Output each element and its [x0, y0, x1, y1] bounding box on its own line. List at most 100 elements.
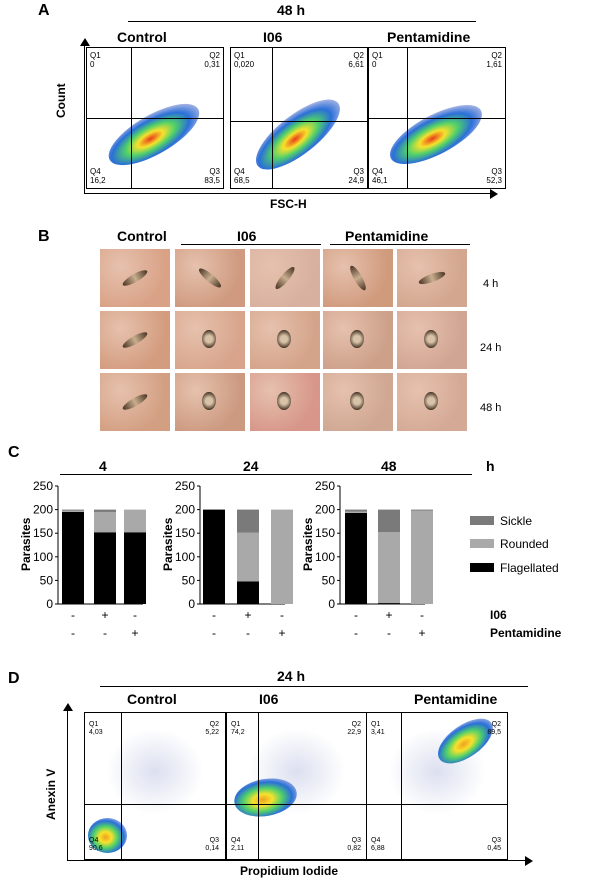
- quadrant-name: Q4: [89, 837, 99, 844]
- quadrant-name: Q3: [353, 167, 364, 176]
- y-tick-label: 250: [175, 479, 195, 493]
- quadrant-q2: Q2 89,5: [487, 721, 501, 737]
- quadrant-name: Q3: [209, 167, 220, 176]
- micrograph-tile: [323, 249, 393, 307]
- y-tick-label: 100: [175, 550, 195, 564]
- quadrant-value: 83,5: [204, 176, 220, 185]
- panel-d-title-pentamidine: Pentamidine: [414, 691, 498, 707]
- quadrant-value: 6,88: [371, 845, 385, 852]
- y-tick-label: 50: [182, 573, 196, 587]
- quadrant-value: 5,22: [205, 729, 219, 736]
- y-tick-label: 50: [40, 573, 54, 587]
- panel-d-x-arrow: [525, 856, 533, 866]
- panel-a-x-axis: [84, 193, 492, 194]
- y-tick-label: 200: [175, 503, 195, 517]
- quadrant-value: 0,31: [204, 60, 220, 69]
- quadrant-q1: Q1 4,03: [89, 721, 103, 737]
- pentamidine-sign: -: [103, 626, 107, 640]
- panel-d-timepoint: 24 h: [277, 668, 306, 684]
- panel-a-x-arrow: [490, 189, 498, 199]
- panel-d-title-control: Control: [127, 691, 177, 707]
- pentamidine-sign: +: [131, 626, 138, 640]
- gate-vline: [271, 48, 273, 188]
- panel-c-h-unit: h: [486, 458, 495, 474]
- quadrant-value: 68,5: [234, 176, 250, 185]
- micrograph-tile: [397, 311, 467, 369]
- density-cloud: [382, 93, 491, 177]
- quadrant-value: 46,1: [372, 176, 388, 185]
- parasite-cell: [272, 264, 298, 292]
- panel-d-header-line: [100, 686, 528, 687]
- quadrant-value: 1,61: [486, 60, 502, 69]
- y-tick-label: 150: [315, 526, 335, 540]
- row-label-pentamidine: Pentamidine: [490, 626, 562, 640]
- row-label-i06: I06: [490, 608, 507, 622]
- parasite-cell: [196, 265, 224, 291]
- panel-a-plot: Q1 0 Q2 1,61 Q4 46,1 Q3 52,3: [368, 47, 506, 189]
- bar-segment-sickle: [378, 509, 400, 533]
- legend-swatch: [470, 516, 494, 525]
- i06-sign: +: [101, 608, 108, 622]
- y-tick-label: 150: [175, 526, 195, 540]
- gate-hline: [227, 803, 367, 805]
- y-tick-label: 0: [188, 597, 195, 611]
- i06-sign: +: [385, 608, 392, 622]
- y-tick-label: 150: [33, 526, 53, 540]
- bar-segment-rounded: [271, 509, 293, 604]
- quadrant-value: 0,14: [205, 845, 219, 852]
- panel-c-title-4: 4: [99, 458, 107, 474]
- quadrant-value: 0,82: [347, 845, 361, 852]
- bar-segment-rounded: [237, 532, 259, 582]
- quadrant-q4: Q4 16,2: [90, 167, 106, 185]
- quadrant-q4: Q4 6,88: [371, 837, 385, 853]
- panel-a-title-pentamidine: Pentamidine: [387, 29, 471, 45]
- panel-d-letter: D: [8, 670, 20, 687]
- quadrant-name: Q4: [90, 167, 101, 176]
- quadrant-name: Q3: [491, 837, 501, 844]
- quadrant-name: Q4: [372, 167, 383, 176]
- parasite-cell: [202, 392, 216, 410]
- micrograph-tile: [250, 373, 320, 431]
- panel-a-letter: A: [38, 2, 50, 19]
- quadrant-q1: Q1 3,41: [371, 721, 385, 737]
- quadrant-q4: Q4 2,11: [231, 837, 244, 853]
- panel-d-y-axis: [67, 708, 68, 860]
- panel-b-row-4h: 4 h: [483, 278, 499, 290]
- legend-label: Flagellated: [500, 561, 559, 575]
- quadrant-name: Q2: [209, 721, 219, 728]
- panel-a-timepoint: 48 h: [277, 2, 306, 18]
- micrograph-tile: [250, 249, 320, 307]
- parasite-cell: [347, 263, 369, 293]
- quadrant-value: 90,6: [89, 845, 103, 852]
- panel-a-ylabel: Count: [54, 83, 68, 118]
- quadrant-q3: Q3 83,5: [204, 167, 220, 185]
- i06-sign: +: [244, 608, 251, 622]
- quadrant-q3: Q3 0,14: [205, 837, 219, 853]
- quadrant-value: 24,9: [348, 176, 364, 185]
- panel-c-title-48: 48: [381, 458, 397, 474]
- parasite-cell: [350, 330, 364, 348]
- panel-a-title-i06: I06: [263, 29, 283, 45]
- quadrant-name: Q2: [491, 51, 502, 60]
- panel-b-col-i06: I06: [237, 228, 257, 244]
- quadrant-name: Q1: [371, 721, 381, 728]
- i06-sign: -: [212, 608, 216, 622]
- panel-b-row-24h: 24 h: [480, 342, 502, 354]
- bar-segment-sickle: [62, 509, 84, 511]
- parasite-cell: [350, 392, 364, 410]
- quadrant-name: Q4: [234, 167, 245, 176]
- y-axis-label: Parasites: [301, 517, 315, 571]
- quadrant-q2: Q2 5,22: [205, 721, 219, 737]
- panel-d-y-arrow: [63, 703, 73, 711]
- micrograph-tile: [175, 249, 245, 307]
- parasite-cell: [202, 330, 216, 348]
- bar-segment-rounded: [378, 532, 400, 604]
- y-tick-label: 100: [315, 550, 335, 564]
- quadrant-q2: Q2 0,31: [204, 51, 220, 69]
- quadrant-q3: Q3 24,9: [348, 167, 364, 185]
- y-tick-label: 200: [315, 503, 335, 517]
- quadrant-value: 0: [372, 60, 377, 69]
- quadrant-value: 89,5: [487, 729, 501, 736]
- quadrant-q2: Q2 6,61: [348, 51, 364, 69]
- gate-vline: [121, 713, 123, 859]
